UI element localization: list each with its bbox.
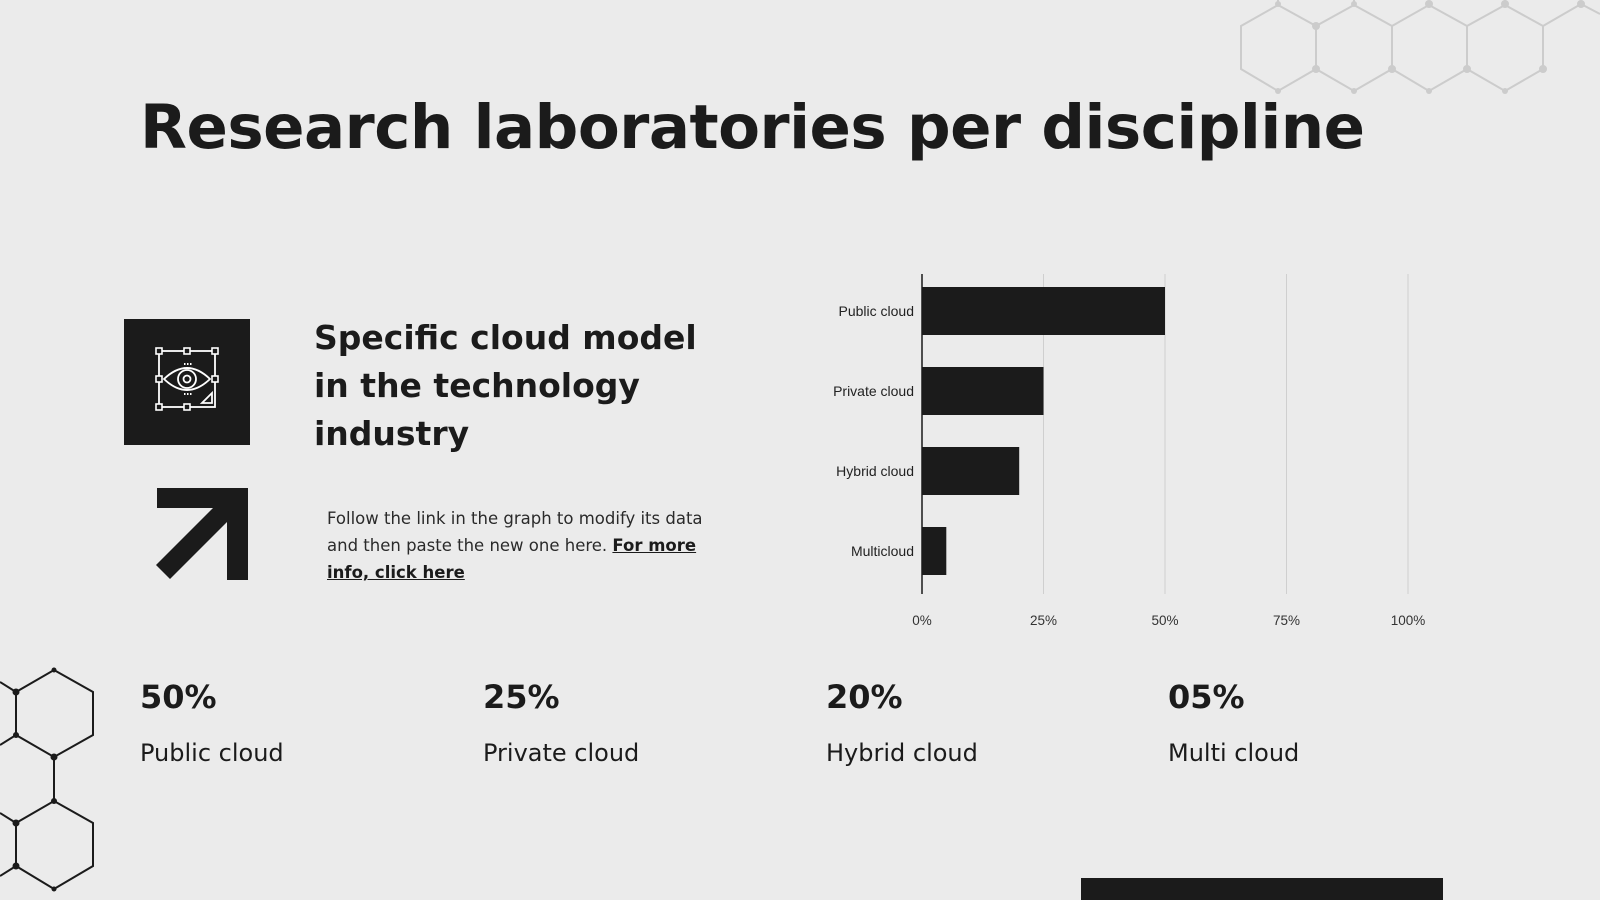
more-info-link[interactable]: For more info, click here — [327, 536, 697, 582]
decorative-bottom-bar — [1081, 878, 1443, 900]
hexagon-pattern-bottom-left — [0, 667, 94, 892]
stat-value-hybrid: 20% — [826, 678, 903, 716]
bar — [922, 527, 947, 575]
stat-label-multi: Multi cloud — [1168, 739, 1300, 767]
stat-value-public: 50% — [140, 678, 217, 716]
hexagon-pattern-top-right — [1240, 0, 1600, 94]
eye-selection-icon — [155, 347, 219, 411]
description-text: Follow the link in the graph to modify i… — [327, 505, 707, 586]
stat-label-public: Public cloud — [140, 739, 284, 767]
section-subtitle: Specific cloud model in the technology i… — [314, 318, 697, 453]
stat-value-multi: 05% — [1168, 678, 1245, 716]
y-category-label: Hybrid cloud — [836, 463, 914, 479]
bar — [922, 447, 1020, 495]
x-tick-label: 50% — [1151, 613, 1178, 628]
bar — [922, 367, 1044, 415]
y-category-label: Public cloud — [839, 303, 915, 319]
stat-label-hybrid: Hybrid cloud — [826, 739, 978, 767]
x-tick-label: 25% — [1030, 613, 1057, 628]
y-category-label: Multicloud — [851, 543, 914, 559]
stat-label-private: Private cloud — [483, 739, 640, 767]
arrow-up-right-icon — [156, 488, 248, 580]
bar — [922, 287, 1165, 335]
icon-box — [124, 319, 250, 445]
page-title: Research laboratories per discipline — [140, 92, 1365, 163]
y-category-label: Private cloud — [833, 383, 914, 399]
x-tick-label: 0% — [912, 613, 932, 628]
bar-chart: 0% 25% 50% 75% 100% Public cloud Private cloud… — [833, 274, 1426, 628]
stat-value-private: 25% — [483, 678, 560, 716]
x-tick-label: 100% — [1391, 613, 1426, 628]
description-body: Follow the link in the graph to modify i… — [327, 509, 703, 555]
x-tick-label: 75% — [1273, 613, 1300, 628]
